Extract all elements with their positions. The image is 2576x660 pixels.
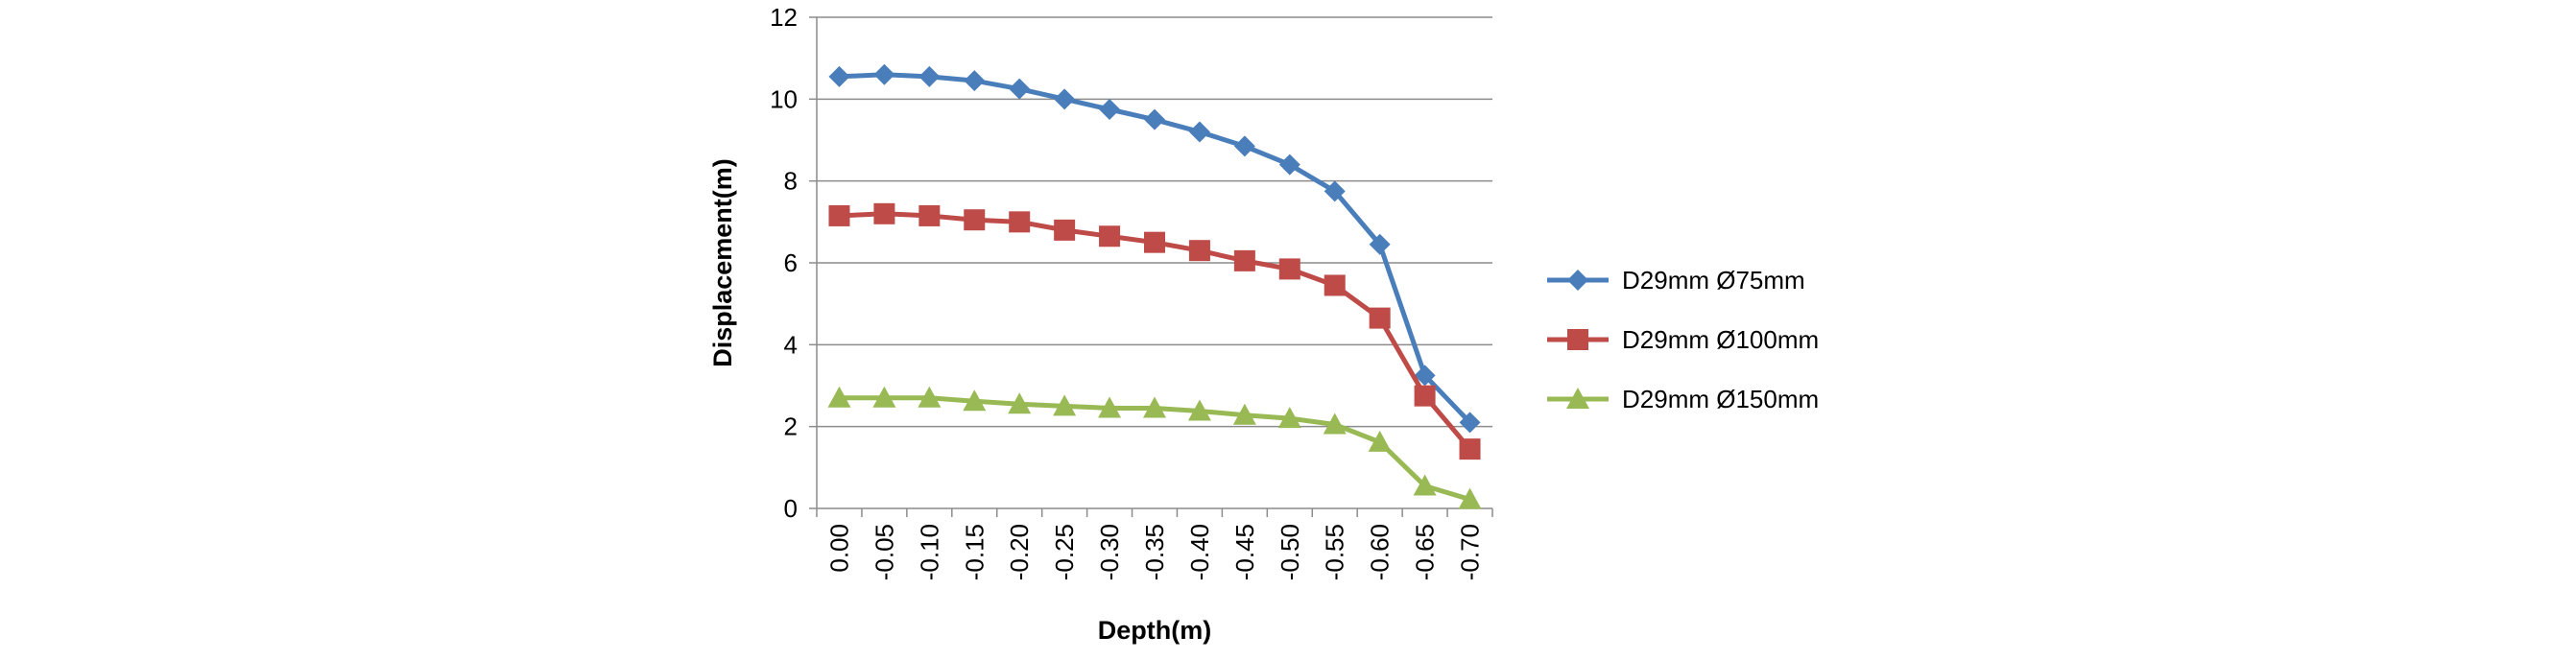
data-point-marker [1054,219,1076,241]
data-point-marker [1277,407,1301,429]
data-point-marker [1009,78,1031,100]
series-2 [828,202,1481,460]
data-point-marker [1459,412,1481,434]
data-point-marker [1414,385,1436,407]
legend-entry: D29mm Ø150mm [1547,385,1819,413]
legend-label: D29mm Ø75mm [1622,266,1805,295]
x-tick-label: -0.55 [1321,524,1349,580]
data-point-marker [918,65,941,87]
data-point-marker [1324,274,1346,296]
x-tick-label: -0.50 [1276,524,1304,580]
data-point-marker [964,209,986,231]
data-point-marker [1233,135,1255,157]
y-tick-label: 8 [784,167,798,196]
data-point-marker [1369,233,1391,255]
data-point-marker [1458,487,1482,509]
y-tick-label: 0 [784,494,798,523]
data-point-marker [1099,225,1121,248]
x-tick-label: -0.65 [1411,524,1440,580]
x-tick-label: -0.25 [1050,524,1079,580]
data-point-marker [1567,270,1588,291]
y-tick-label: 6 [784,248,798,277]
data-point-marker [1567,329,1588,350]
data-point-marker [1566,388,1589,409]
data-point-marker [963,389,987,412]
x-tick-label: -0.15 [960,524,989,580]
y-axis-title: Displacement(m) [708,158,737,367]
data-point-marker [1144,231,1165,253]
data-point-marker [873,63,895,85]
x-tick-label: -0.60 [1366,524,1395,580]
data-point-marker [828,65,850,87]
series-3 [827,386,1482,509]
x-axis-title: Depth(m) [1098,616,1211,645]
data-point-marker [1008,392,1032,414]
data-point-marker [1053,394,1077,416]
x-tick-label: -0.40 [1185,524,1214,580]
x-tick-label: -0.20 [1005,524,1034,580]
x-tick-label: -0.70 [1456,524,1485,580]
axes: 0 2 4 6 8 10 12 0.00 -0.05 -0.10 -0.15 -0.20 -0.25 -0… [770,3,1493,580]
data-point-marker [827,386,851,408]
data-point-marker [1278,153,1300,176]
gridlines [817,16,1492,428]
data-point-marker [1369,307,1391,329]
data-point-marker [964,70,986,92]
data-point-marker [1143,396,1166,418]
data-point-marker [1099,99,1121,120]
data-point-marker [1188,240,1210,262]
data-point-marker [1144,108,1165,130]
data-point-marker [1233,249,1255,271]
y-tick-label: 10 [770,84,798,113]
data-point-marker [872,386,896,408]
data-point-marker [918,386,942,408]
x-tick-label: -0.35 [1140,524,1169,580]
data-point-marker [1188,121,1210,143]
data-point-marker [1413,474,1437,496]
data-point-marker [828,204,850,226]
data-point-marker [1187,399,1211,421]
data-point-marker [1323,412,1347,435]
series-group [827,63,1482,509]
series-1 [828,63,1481,434]
legend-entry: D29mm Ø75mm [1547,266,1805,295]
legend-label: D29mm Ø150mm [1622,385,1819,413]
data-point-marker [1459,438,1481,460]
y-tick-label: 4 [784,330,798,359]
data-point-marker [918,204,941,226]
data-point-marker [873,202,895,224]
legend: D29mm Ø75mm D29mm Ø100mm D29mm Ø150mm [1547,266,1819,413]
legend-label: D29mm Ø100mm [1622,325,1819,354]
data-point-marker [1232,403,1256,425]
y-tick-label: 2 [784,412,798,441]
data-point-marker [1278,258,1300,280]
data-point-marker [1054,88,1076,110]
x-tick-label: -0.45 [1230,524,1259,580]
x-tick-label: -0.10 [915,524,943,580]
data-point-marker [1098,396,1122,418]
x-tick-label: 0.00 [824,524,853,573]
data-point-marker [1414,365,1436,387]
legend-entry: D29mm Ø100mm [1547,325,1819,354]
x-tick-label: -0.05 [870,524,898,580]
data-point-marker [1009,211,1031,233]
data-point-marker [1368,430,1392,452]
y-tick-label: 12 [770,3,798,32]
x-tick-label: -0.30 [1095,524,1124,580]
data-point-marker [1324,180,1346,202]
